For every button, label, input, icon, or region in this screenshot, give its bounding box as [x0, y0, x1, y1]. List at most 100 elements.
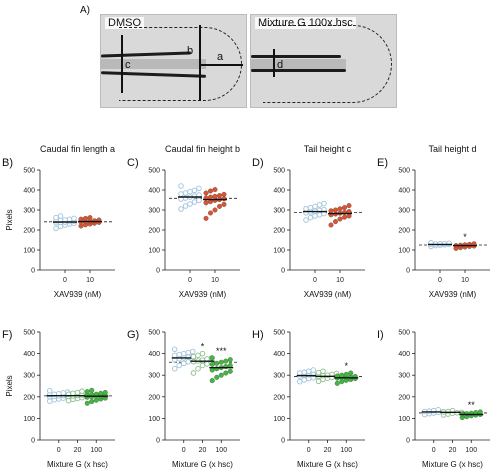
chart-g-point: [172, 346, 178, 353]
chart-h-panel-label: H): [252, 329, 264, 341]
chart-f-x-tick-label: 100: [90, 447, 102, 454]
chart-c-point: [221, 191, 227, 197]
chart-e-x-tick-label: 0: [438, 277, 442, 284]
chart-d-point: [321, 200, 327, 207]
measure-c-label: c: [125, 59, 131, 71]
chart-d-point: [346, 203, 352, 209]
chart-g-point: [185, 354, 192, 360]
chart-h-x-tick-label: 100: [340, 447, 352, 454]
chart-h-point: [315, 369, 322, 376]
chart-f-x-tick-label: 20: [74, 447, 82, 454]
chart-g-point: [189, 348, 196, 355]
chart-d-panel-label: D): [252, 157, 264, 169]
chart-c-y-tick-label: 200: [148, 228, 160, 235]
chart-d-y-tick-label: 300: [273, 208, 285, 215]
chart-b-title: Caudal fin length a: [40, 144, 115, 154]
chart-g-point: [195, 352, 201, 359]
measure-d-line: [273, 49, 275, 77]
chart-c-y-tick-label: 0: [156, 268, 160, 275]
chart-g-point: [209, 355, 215, 361]
measure-a-line: [199, 64, 243, 66]
chart-b-y-tick-label: 200: [23, 228, 35, 235]
mixture-g-tail-image: Mixture G 100x hsc d: [250, 14, 397, 108]
chart-i-xlabel: Mixture G (x hsc): [422, 460, 483, 469]
chart-i-point: [464, 411, 470, 417]
chart-h-y-tick-label: 500: [273, 330, 285, 337]
chart-e-x-tick-label: 10: [461, 277, 469, 284]
chart-g-y-tick-label: 300: [148, 373, 160, 380]
chart-h-x-tick-label: 20: [324, 447, 332, 454]
chart-g-point: [176, 362, 183, 369]
chart-b-xlabel: XAV939 (nM): [54, 290, 102, 299]
panel-label-a: A): [80, 5, 90, 16]
chart-d-point: [303, 217, 309, 223]
chart-i-y-tick-label: 100: [398, 416, 410, 423]
chart-g-point: [172, 365, 178, 372]
chart-h-point: [301, 377, 308, 383]
chart-c-point: [207, 188, 213, 194]
chart-b-y-tick-label: 300: [23, 208, 35, 215]
chart-d-y-tick-label: 100: [273, 248, 285, 255]
chart-c-point: [196, 185, 202, 192]
chart-b-x-tick-label: 10: [86, 277, 94, 284]
chart-g-y-tick-label: 500: [148, 330, 160, 337]
chart-c-y-tick-label: 400: [148, 188, 160, 195]
chart-g-point: [190, 353, 197, 360]
chart-f-point: [47, 388, 53, 394]
chart-f-point: [102, 389, 108, 395]
chart-e-point: [441, 240, 448, 247]
chart-c-point: [212, 207, 218, 213]
chart-e-y-tick-label: 400: [398, 188, 410, 195]
chart-b-y-tick-label: 0: [31, 268, 35, 275]
chart-g-panel-label: G): [127, 329, 139, 341]
chart-b-y-tick-label: 400: [23, 188, 35, 195]
chart-b-y-tick-label: 500: [23, 168, 35, 175]
chart-f-point: [84, 389, 90, 395]
chart-h-y-tick-label: 400: [273, 351, 285, 358]
chart-b-ylabel: Pixels: [5, 209, 14, 230]
fin-outline: [263, 25, 392, 103]
chart-h-y-tick-label: 100: [273, 416, 285, 423]
chart-c-point: [203, 200, 209, 206]
measure-a-label: a: [217, 51, 224, 63]
chart-g-point: [190, 370, 197, 376]
chart-e-point: [462, 242, 468, 248]
chart-e-title: Tail height d: [428, 144, 476, 154]
chart-g-x-tick-label: 100: [215, 447, 227, 454]
chart-c-point: [178, 191, 184, 197]
chart-panel-d: D) Tail height c 0 100 200 300 400 500 0 10 XAV939…: [252, 144, 365, 299]
chart-i-point: [445, 408, 451, 415]
chart-i-panel-label: I): [377, 329, 384, 341]
chart-c-point: [191, 199, 198, 205]
chart-c-point: [182, 190, 189, 196]
chart-f-y-tick-label: 300: [23, 373, 35, 380]
chart-h-point: [310, 367, 317, 373]
notochord: [251, 59, 346, 69]
chart-c-point: [212, 187, 218, 193]
chart-h-point: [315, 378, 322, 384]
chart-d-point: [328, 208, 334, 214]
chart-g-x-tick-label: 20: [199, 447, 207, 454]
chart-e-panel-label: E): [377, 157, 388, 169]
chart-h-point: [306, 368, 312, 375]
chart-d-point: [332, 207, 338, 213]
chart-f-point: [98, 390, 104, 396]
chart-c-point: [203, 190, 209, 196]
chart-h-significance-marker: *: [344, 361, 348, 371]
chart-f-y-tick-label: 0: [31, 438, 35, 445]
chart-g-y-tick-label: 100: [148, 416, 160, 423]
chart-b-y-tick-label: 100: [23, 248, 35, 255]
chart-h-point: [339, 372, 345, 378]
chart-d-point: [346, 213, 352, 219]
chart-f-point: [79, 388, 85, 394]
chart-d-point: [312, 213, 318, 219]
measure-b-line: [199, 25, 201, 101]
chart-d-x-tick-label: 0: [313, 277, 317, 284]
measure-b-label: b: [187, 45, 194, 57]
chart-g-point: [185, 359, 192, 365]
chart-d-point: [307, 214, 314, 221]
chart-f-point: [84, 400, 90, 406]
chart-f-y-tick-label: 400: [23, 351, 35, 358]
chart-panel-e: E) Tail height d 0 100 200 300 400 500 0 10 XAV939…: [377, 144, 490, 299]
chart-b-point: [57, 213, 64, 219]
